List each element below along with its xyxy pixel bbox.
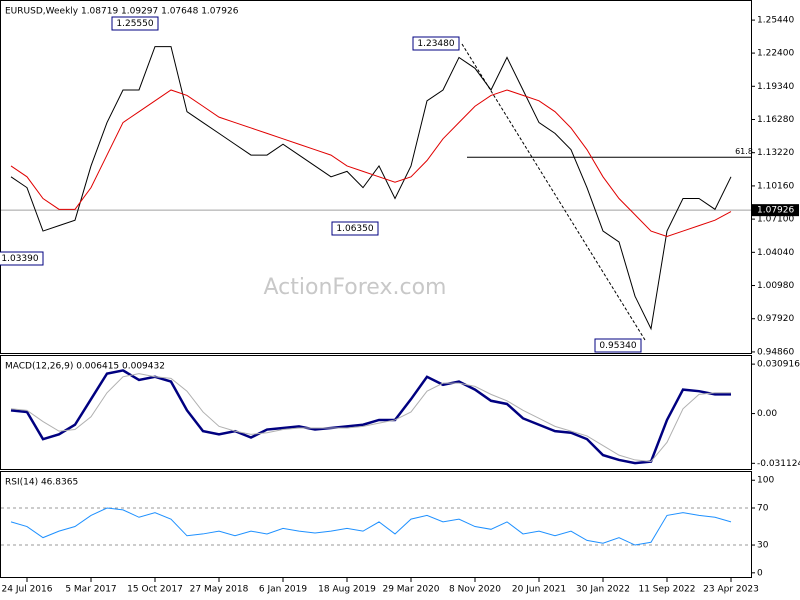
annotation: 0.95340 <box>599 341 636 351</box>
x-tick-label: 29 Mar 2020 <box>382 585 439 595</box>
x-tick-label: 18 Aug 2019 <box>318 585 376 595</box>
panel-title: RSI(14) 46.8365 <box>5 478 78 488</box>
macd-frame <box>0 355 752 470</box>
y-tick-label: 1.07100 <box>757 215 794 225</box>
x-tick-label: 23 Apr 2023 <box>703 585 759 595</box>
series-line <box>10 373 731 463</box>
annotation: 1.03390 <box>1 254 38 264</box>
y-tick-label: 30 <box>757 541 769 551</box>
watermark: ActionForex.com <box>264 275 447 300</box>
fibo-label: 61.8 <box>735 147 753 156</box>
panel-title: EURUSD,Weekly 1.08719 1.09297 1.07648 1.… <box>5 7 239 17</box>
series-line <box>10 507 732 546</box>
annotation-box <box>111 16 159 31</box>
series-line <box>10 46 732 331</box>
y-tick-label: 0.97920 <box>757 314 794 324</box>
panel-title: MACD(12,26,9) 0.006415 0.009432 <box>5 362 165 372</box>
y-tick-label: 1.25440 <box>757 16 794 26</box>
annotation: 1.06350 <box>336 224 373 234</box>
x-tick-label: 30 Jan 2022 <box>576 585 630 595</box>
y-tick-label: 0.030916 <box>757 360 800 370</box>
y-tick-label: 0.00 <box>757 409 777 419</box>
y-tick-label: 0 <box>757 568 763 578</box>
series-line <box>10 89 732 238</box>
annotation: 1.23480 <box>417 39 454 49</box>
x-tick-label: 8 Nov 2020 <box>449 585 501 595</box>
price-label: 1.07926 <box>757 206 794 216</box>
y-tick-label: 70 <box>757 504 769 514</box>
y-tick-label: 1.16280 <box>757 115 794 125</box>
price-frame <box>0 0 752 354</box>
x-tick-label: 5 Mar 2017 <box>65 585 116 595</box>
y-tick-label: 1.04040 <box>757 248 794 258</box>
price-box <box>752 204 799 217</box>
annotation-box <box>331 221 379 236</box>
annotation-box <box>594 338 642 353</box>
y-tick-label: 1.22400 <box>757 49 794 59</box>
annotation-box <box>412 36 460 51</box>
x-tick-label: 11 Sep 2022 <box>638 585 695 595</box>
x-tick-label: 27 May 2018 <box>190 585 249 595</box>
x-tick-label: 20 Jun 2021 <box>512 585 566 595</box>
trend-line <box>461 43 646 341</box>
rsi-frame <box>0 471 752 578</box>
x-tick-label: 24 Jul 2016 <box>2 585 53 595</box>
y-tick-label: 1.13220 <box>757 148 794 158</box>
annotation: 1.25550 <box>116 19 153 29</box>
y-tick-label: 1.00980 <box>757 281 794 291</box>
y-tick-label: 1.19340 <box>757 82 794 92</box>
x-tick-label: 15 Oct 2017 <box>127 585 183 595</box>
y-tick-label: 100 <box>757 476 774 486</box>
annotation-box <box>0 251 44 266</box>
y-tick-label: -0.031124 <box>757 459 800 469</box>
y-tick-label: 1.10160 <box>757 181 794 191</box>
y-tick-label: 0.94860 <box>757 347 794 357</box>
x-tick-label: 6 Jan 2019 <box>259 585 307 595</box>
